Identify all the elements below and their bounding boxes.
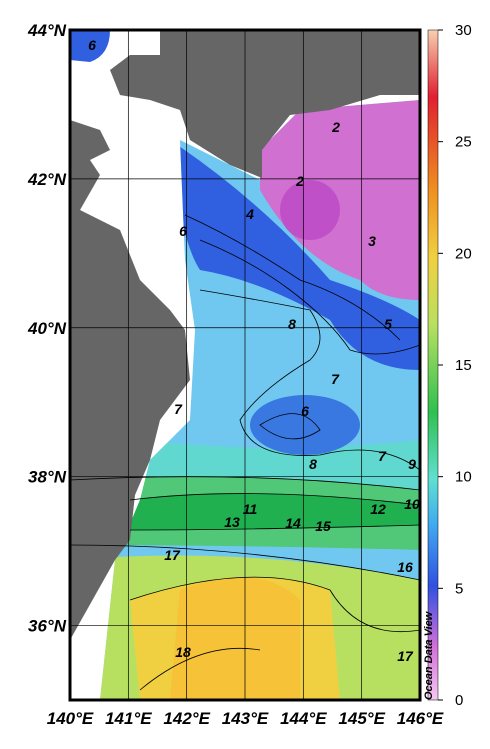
lon-label: 144°E: [280, 709, 327, 728]
lon-label: 142°E: [163, 709, 210, 728]
colorbar-label: 10: [455, 469, 472, 486]
contour-label: 7: [378, 448, 387, 464]
contour-label: 7: [174, 401, 183, 417]
colorbar-label: 30: [455, 22, 472, 39]
contour-label: 11: [243, 501, 258, 517]
colorbar-label: 0: [455, 692, 463, 709]
lon-label: 143°E: [222, 709, 269, 728]
lon-label: 140°E: [47, 709, 94, 728]
contour-lines: [70, 214, 420, 691]
lon-label: 141°E: [105, 709, 152, 728]
contour-label: 13: [224, 514, 240, 530]
contour-label: 18: [175, 644, 191, 660]
map-area: [70, 30, 420, 700]
land: [110, 30, 420, 178]
lon-label: 145°E: [338, 709, 385, 728]
contour-label: 15: [315, 518, 331, 534]
contour-label: 16: [397, 559, 413, 575]
lon-label: 146°E: [397, 709, 444, 728]
lat-label: 38°N: [28, 468, 67, 487]
contour-label: 17: [164, 547, 181, 563]
lat-label: 44°N: [27, 21, 67, 40]
contour-label: 14: [285, 515, 301, 531]
lat-label: 42°N: [27, 170, 67, 189]
contour-label: 3: [368, 233, 376, 249]
contour-label: 10: [404, 496, 420, 512]
contour-label: 4: [245, 206, 254, 222]
contour-label: 7: [331, 371, 340, 387]
contour-label: 6: [301, 403, 309, 419]
colorbar: [427, 29, 439, 701]
contour-label: 6: [179, 223, 187, 239]
colorbar-label: 20: [455, 245, 472, 262]
ocean-patch: [70, 30, 110, 62]
contour-label: 17: [397, 648, 414, 664]
ocean-field: [100, 100, 420, 700]
contour-label: 5: [384, 316, 392, 332]
contour-label: 8: [309, 456, 317, 472]
contour-label: 12: [370, 501, 386, 517]
contour-label: 9: [408, 456, 416, 472]
land: [70, 120, 190, 640]
colorbar-label: 25: [455, 134, 472, 151]
lat-label: 40°N: [27, 319, 67, 338]
colorbar-label: 5: [455, 580, 463, 597]
contour-label: 6: [88, 37, 96, 53]
contour-label: 8: [288, 316, 296, 332]
credit: Ocean Data View: [423, 610, 435, 700]
colorbar-label: 15: [455, 357, 472, 374]
contour-label: 2: [331, 119, 340, 135]
contour-label: 2: [295, 173, 304, 189]
lat-label: 36°N: [28, 617, 67, 636]
